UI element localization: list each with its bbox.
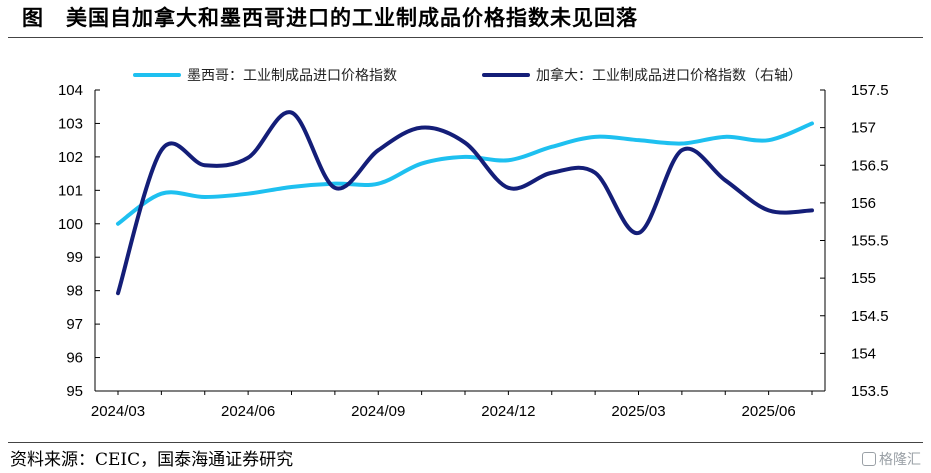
right-tick-label: 157: [851, 120, 876, 137]
x-tick-label: 2025/03: [611, 403, 665, 420]
left-tick-label: 103: [58, 115, 83, 132]
left-tick-label: 101: [58, 182, 83, 199]
right-tick-label: 155.5: [851, 233, 889, 250]
right-tick-label: 154: [851, 345, 876, 362]
left-tick-label: 99: [66, 249, 83, 266]
series-lines: [116, 110, 814, 296]
right-tick-label: 154.5: [851, 308, 889, 325]
x-tick-label: 2025/06: [742, 403, 796, 420]
x-tick-label: 2024/12: [481, 403, 535, 420]
title-text: 美国自加拿大和墨西哥进口的工业制成品价格指数未见回落: [66, 5, 638, 30]
left-tick-label: 97: [66, 316, 83, 333]
legend: 墨西哥：工业制成品进口价格指数 加拿大：工业制成品进口价格指数（右轴）: [133, 67, 802, 84]
figure-label: 图: [22, 5, 44, 30]
left-tick-label: 102: [58, 149, 83, 166]
mexico-series-line: [116, 121, 814, 226]
left-tick-label: 95: [66, 383, 83, 400]
right-tick-label: 157.5: [851, 82, 889, 99]
watermark: 格隆汇: [862, 449, 921, 469]
legend-label-canada: 加拿大：工业制成品进口价格指数（右轴）: [536, 67, 802, 84]
axes-group: 95 96 97 98 99 100 101 102 103 104 153.5 154 154.5 15…: [58, 82, 889, 420]
left-tick-label: 100: [58, 216, 83, 233]
watermark-logo-icon: [862, 452, 876, 466]
canada-series-line: [116, 110, 814, 296]
top-rule: [8, 37, 923, 38]
left-tick-label: 104: [58, 82, 83, 99]
bottom-rule: [8, 442, 923, 443]
x-tick-label: 2024/06: [221, 403, 275, 420]
legend-label-mexico: 墨西哥：工业制成品进口价格指数: [187, 68, 397, 84]
x-tick-label: 2024/09: [351, 403, 405, 420]
right-tick-label: 156: [851, 195, 876, 212]
left-tick-label: 96: [66, 350, 83, 367]
right-tick-label: 153.5: [851, 383, 889, 400]
right-tick-label: 156.5: [851, 157, 889, 174]
chart-title: 图美国自加拿大和墨西哥进口的工业制成品价格指数未见回落: [22, 2, 638, 32]
left-tick-label: 98: [66, 283, 83, 300]
watermark-text: 格隆汇: [879, 452, 921, 468]
x-tick-label: 2024/03: [91, 403, 145, 420]
line-chart: 95 96 97 98 99 100 101 102 103 104 153.5 154 154.5 15…: [58, 67, 889, 420]
right-tick-label: 155: [851, 270, 876, 287]
source-note: 资料来源：CEIC，国泰海通证券研究: [10, 450, 294, 470]
